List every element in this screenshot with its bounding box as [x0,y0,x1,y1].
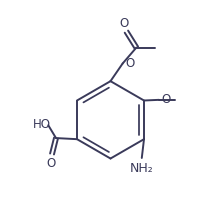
Text: O: O [161,93,170,106]
Text: O: O [120,17,129,30]
Text: O: O [125,57,135,69]
Text: O: O [47,157,56,170]
Text: HO: HO [33,118,51,131]
Text: NH₂: NH₂ [130,162,154,175]
